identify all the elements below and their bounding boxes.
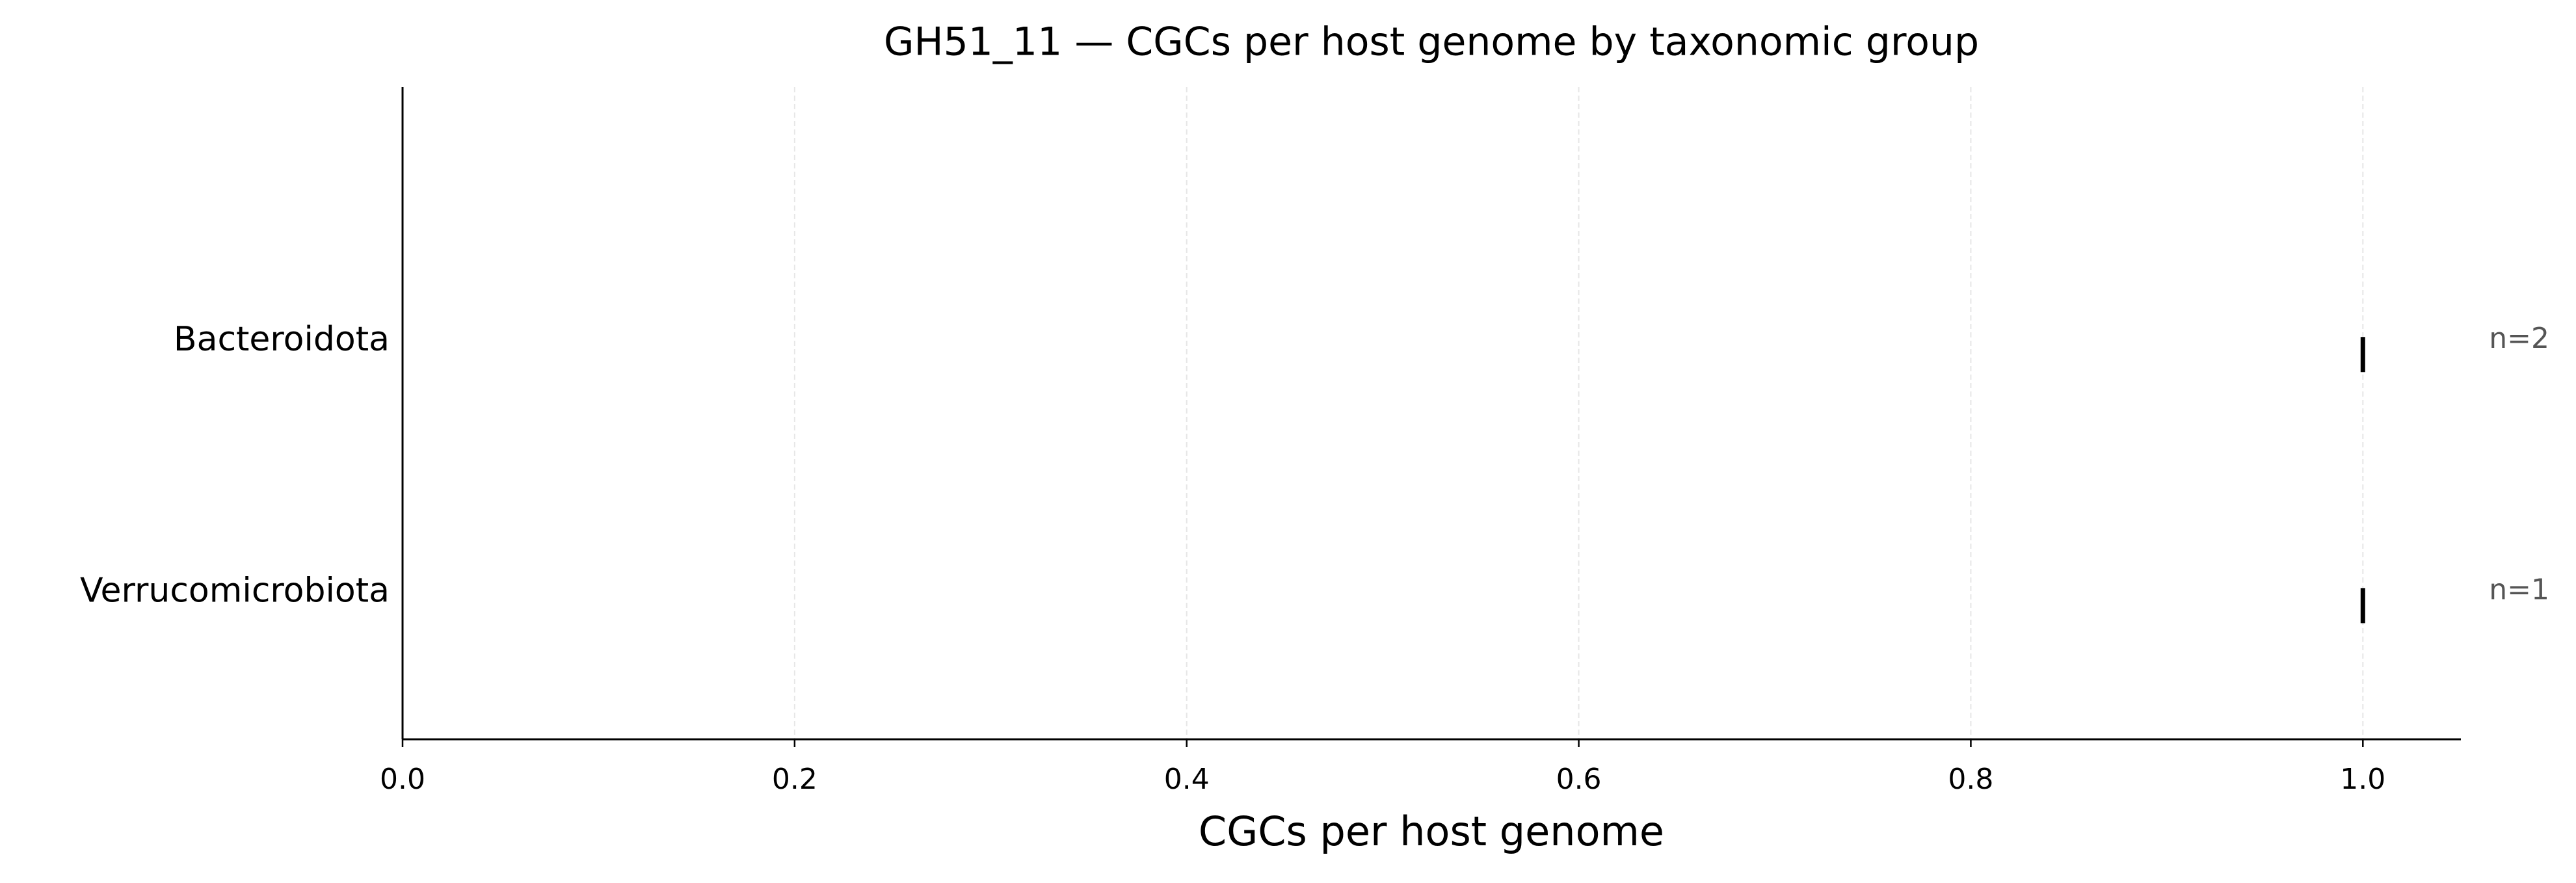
- annotation: n=1: [2489, 573, 2549, 606]
- x-tick-label: 0.0: [380, 763, 425, 796]
- x-tick-label: 1.0: [2340, 763, 2385, 796]
- x-axis-label: CGCs per host genome: [1199, 808, 1664, 855]
- x-tick-label: 0.6: [1556, 763, 1602, 796]
- y-tick-label: Bacteroidota: [174, 320, 390, 359]
- annotation: n=2: [2489, 322, 2549, 355]
- chart-title: GH51_11 — CGCs per host genome by taxono…: [884, 20, 1979, 65]
- x-tick-label: 0.4: [1164, 763, 1210, 796]
- y-tick-label: Verrucomicrobiota: [80, 571, 390, 610]
- x-tick-label: 0.8: [1948, 763, 1993, 796]
- x-tick-label: 0.2: [772, 763, 817, 796]
